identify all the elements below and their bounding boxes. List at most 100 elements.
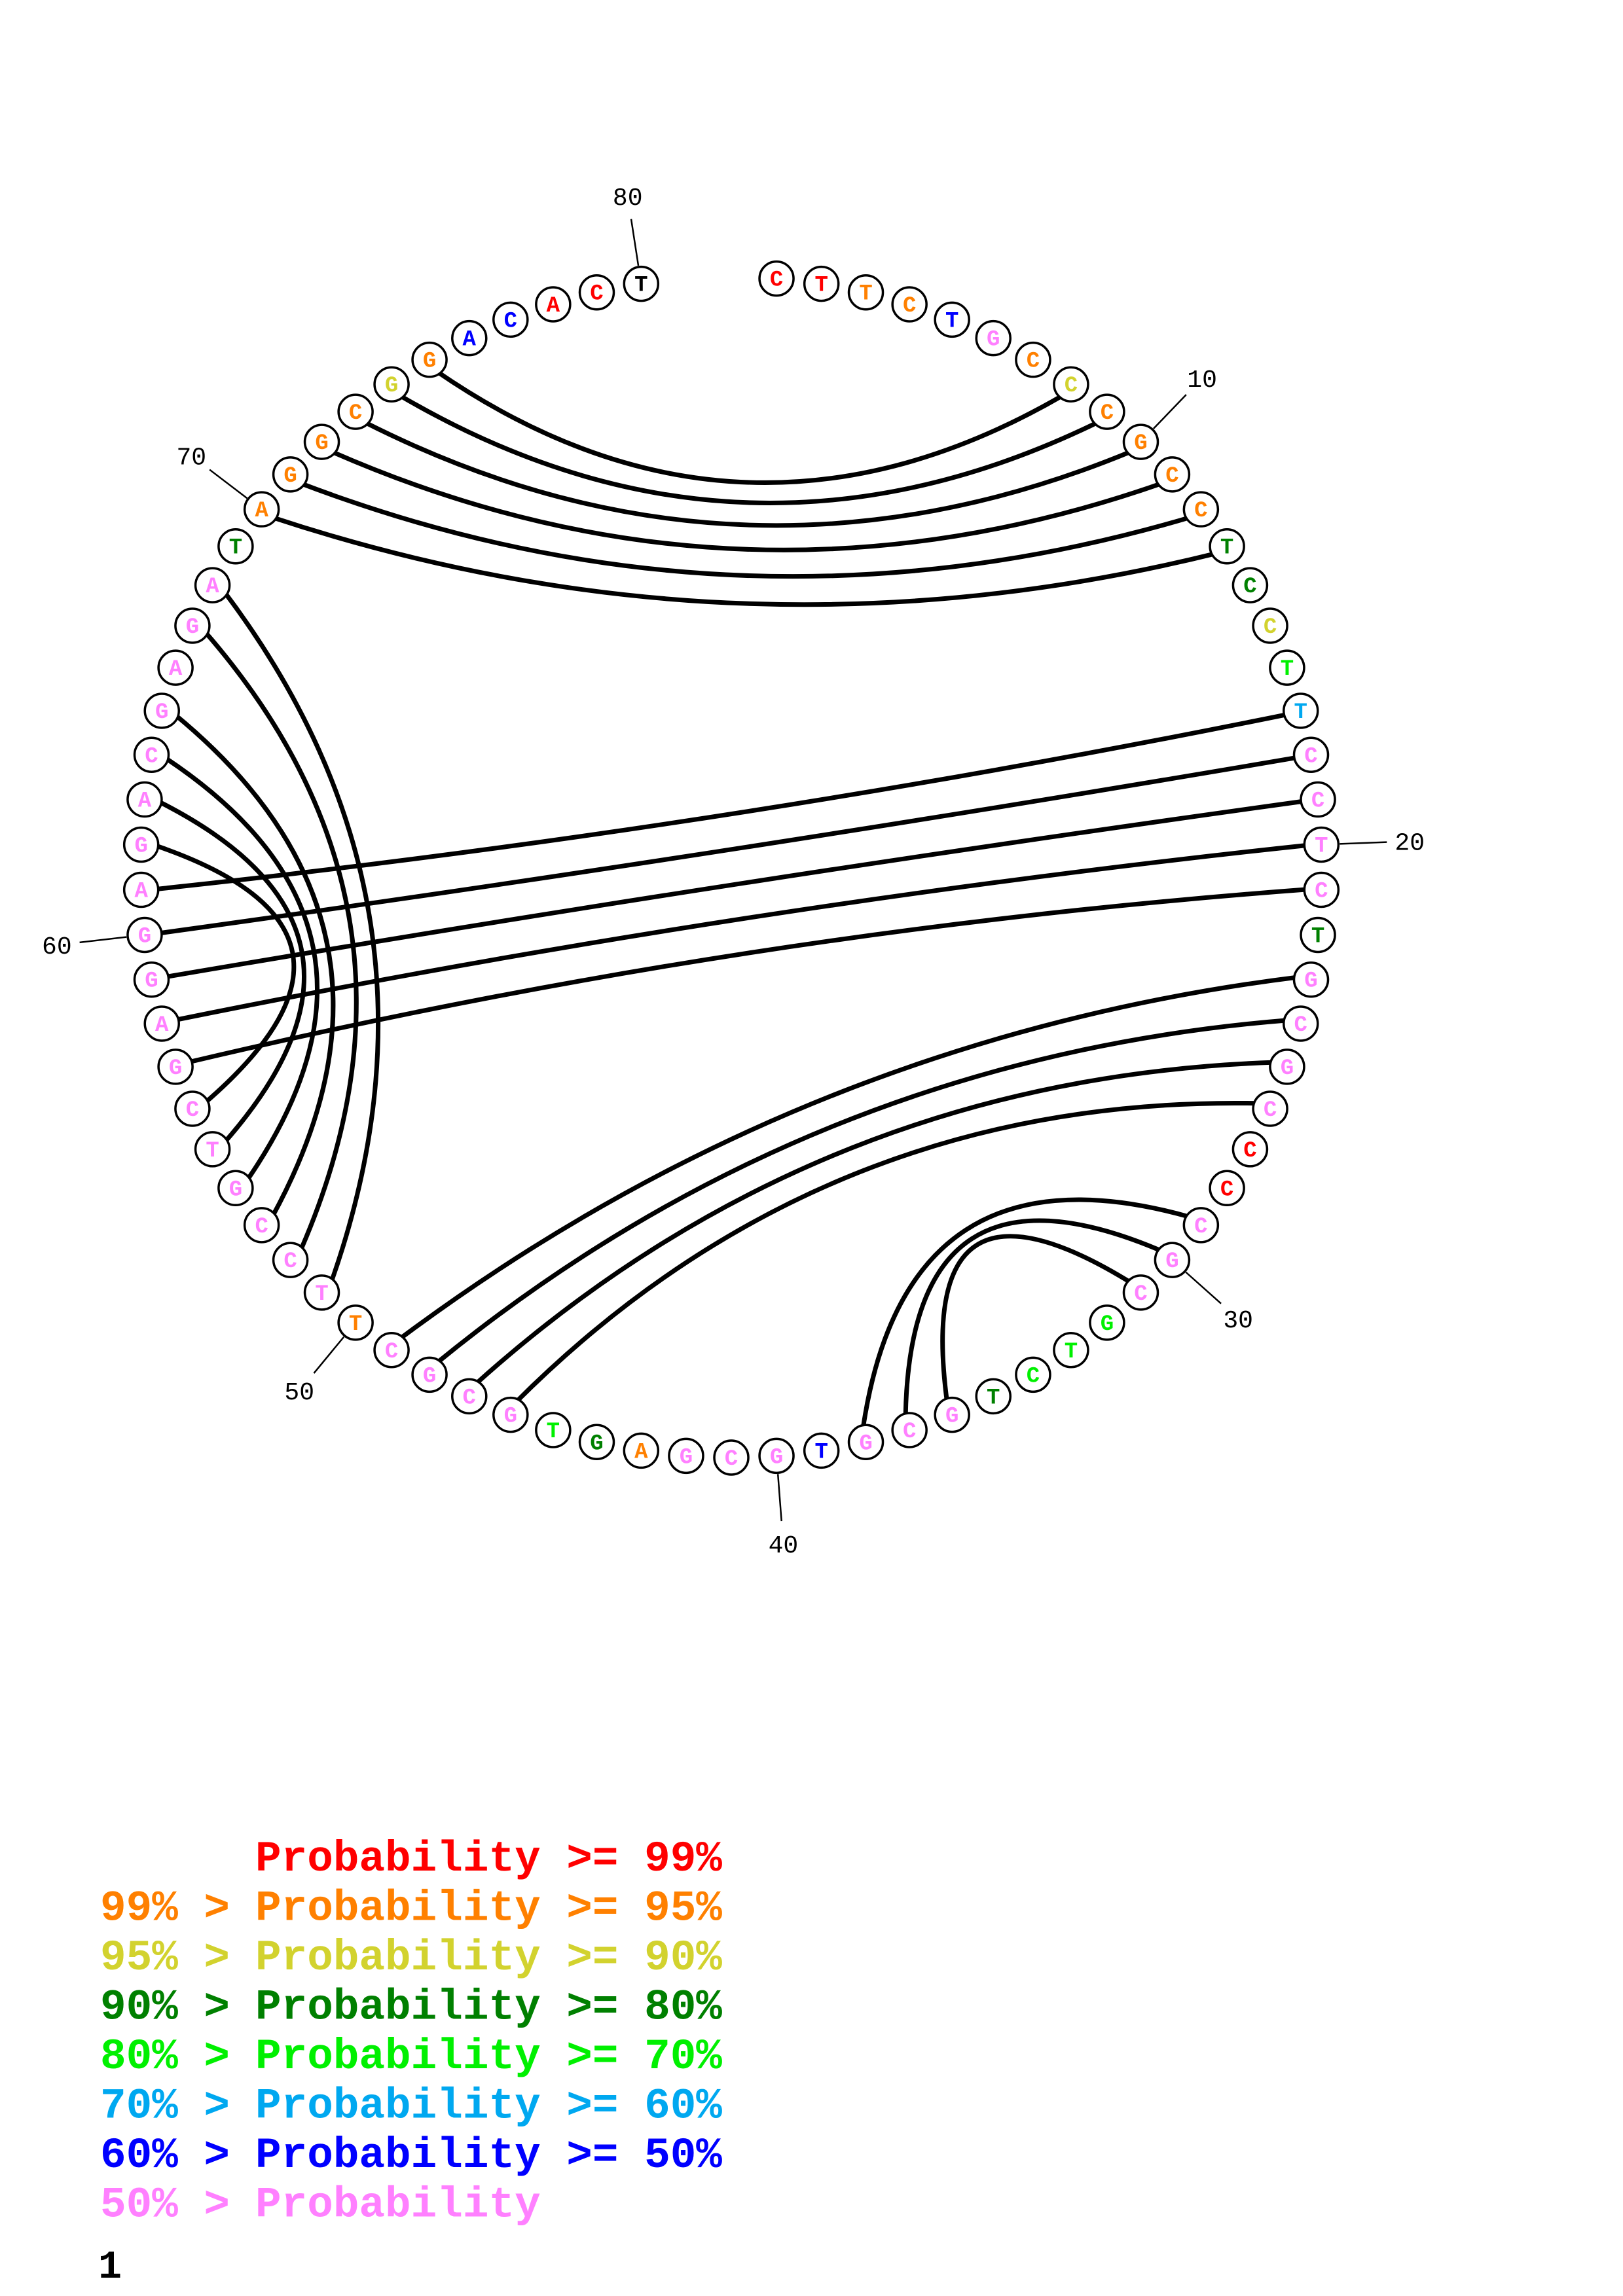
tick-leader-line (776, 1474, 782, 1522)
nucleotide: T (535, 1412, 572, 1448)
nucleotide-circle (1292, 736, 1330, 774)
nucleotide: T (623, 265, 660, 302)
nucleotide-circle (1122, 423, 1159, 460)
nucleotide: C (1283, 1005, 1319, 1042)
nucleotide-letter: C (145, 744, 158, 769)
nucleotide: T (303, 1274, 340, 1311)
legend-text: Probability >= 60% (255, 2082, 722, 2131)
nucleotide-circle (668, 1437, 704, 1475)
tick-label: 20 (1395, 829, 1425, 857)
nucleotide-circle (451, 319, 488, 357)
nucleotide-letter: A (134, 880, 148, 905)
legend-text: Probability >= 95% (255, 1884, 722, 1933)
nucleotide-circle (578, 274, 615, 311)
nucleotide-letter: G (1304, 969, 1317, 994)
nucleotide-circle (1231, 567, 1269, 603)
nucleotide-letter: G (186, 615, 199, 640)
nucleotide-circle (157, 649, 194, 686)
nucleotide-circle (758, 260, 795, 297)
base-pair-arc (940, 1234, 1133, 1403)
nucleotide-letter: G (1134, 431, 1147, 456)
nucleotide-circle (1303, 826, 1340, 863)
nucleotide: G (303, 423, 340, 460)
nucleotide: C (1252, 607, 1288, 644)
nucleotide-circle (934, 301, 970, 338)
nucleotide: C (1089, 393, 1125, 430)
nucleotide: C (1015, 1356, 1051, 1393)
nucleotide-letter: C (1304, 744, 1317, 769)
nucleotide-letter: G (145, 969, 158, 994)
nucleotide-letter: G (680, 1445, 693, 1470)
nucleotide: G (122, 826, 160, 863)
nucleotide-letter: C (903, 294, 916, 319)
nucleotide-letter: C (1101, 401, 1114, 426)
nucleotide-letter: G (987, 328, 1000, 353)
nucleotide: A (535, 286, 572, 323)
nucleotide-circle (133, 736, 170, 774)
nucleotide-letter: C (1294, 1013, 1307, 1038)
nucleotide-circle (847, 1424, 884, 1461)
legend-text: Probability >= 80% (255, 1983, 722, 2032)
base-pair-arc (329, 449, 1163, 552)
tick-label: 40 (769, 1532, 799, 1560)
nucleotide: G (847, 1424, 884, 1461)
nucleotide-letter: G (169, 1056, 182, 1081)
base-pair-arc (173, 712, 336, 1219)
nucleotide-letter: C (1027, 1364, 1040, 1389)
base-pair-arc (202, 629, 359, 1253)
nucleotide-letter: G (155, 700, 168, 725)
nucleotide-letter: G (283, 464, 297, 489)
nucleotide: G (217, 1170, 254, 1207)
base-pair-arc (164, 798, 1305, 980)
tick-label: 30 (1223, 1307, 1253, 1335)
nucleotide-letter: C (1065, 374, 1078, 399)
nucleotide: G (133, 961, 170, 998)
legend-prefix: 99% > (100, 1884, 230, 1933)
tick-label: 50 (284, 1379, 314, 1407)
base-pair-arc (153, 842, 297, 1105)
nucleotide-letter: T (547, 1420, 560, 1444)
nucleotide: T (847, 274, 884, 311)
tick-label: 60 (42, 933, 72, 961)
nucleotide: C (891, 286, 928, 323)
legend-row: 60% > Probability >= 50% (100, 2131, 722, 2180)
tick-label: 70 (176, 444, 206, 472)
nucleotide-circle (174, 607, 211, 644)
nucleotide: G (411, 341, 448, 378)
nucleotide-letter: A (206, 575, 219, 600)
nucleotide: T (803, 265, 840, 302)
nucleotide-letter: G (1165, 1249, 1178, 1274)
base-pair-arc (156, 798, 306, 1145)
base-pair-arcs (153, 368, 1309, 1430)
nucleotide-circle (243, 1207, 280, 1244)
nucleotide: G (143, 692, 180, 729)
page-number: 1 (98, 2246, 122, 2290)
tick-leader-line (630, 219, 640, 266)
tick-leader-line (209, 469, 248, 499)
nucleotide: A (126, 781, 163, 818)
nucleotide-circle (535, 286, 572, 323)
legend-row: 50% > Probability (100, 2181, 541, 2230)
nucleotide-letter: C (255, 1215, 268, 1240)
nucleotide-letter: C (1165, 464, 1178, 489)
nucleotide: C (1209, 1170, 1245, 1207)
nucleotide: C (1182, 1207, 1220, 1244)
nucleotide-circle (1154, 1242, 1191, 1278)
legend-row: 95% > Probability >= 90% (100, 1933, 722, 1982)
nucleotide-circle (337, 1304, 374, 1341)
legend-row: 90% > Probability >= 80% (100, 1983, 722, 2032)
nucleotide-circle (133, 961, 170, 998)
legend-text: Probability (255, 2181, 541, 2230)
nucleotide-letter: C (385, 1340, 398, 1365)
nucleotide-circle (143, 1005, 180, 1042)
nucleotide-letter: C (770, 268, 783, 293)
nucleotide: G (758, 1437, 795, 1475)
nucleotide: G (174, 607, 211, 644)
nucleotide-letter: C (903, 1420, 916, 1444)
nucleotide-letter: G (423, 1364, 436, 1389)
nucleotide: C (578, 274, 615, 311)
base-pair-arc (513, 1100, 1258, 1405)
nucleotide-letter: T (859, 282, 872, 307)
nucleotide: G (492, 1396, 529, 1433)
nucleotide-circle (623, 265, 660, 302)
